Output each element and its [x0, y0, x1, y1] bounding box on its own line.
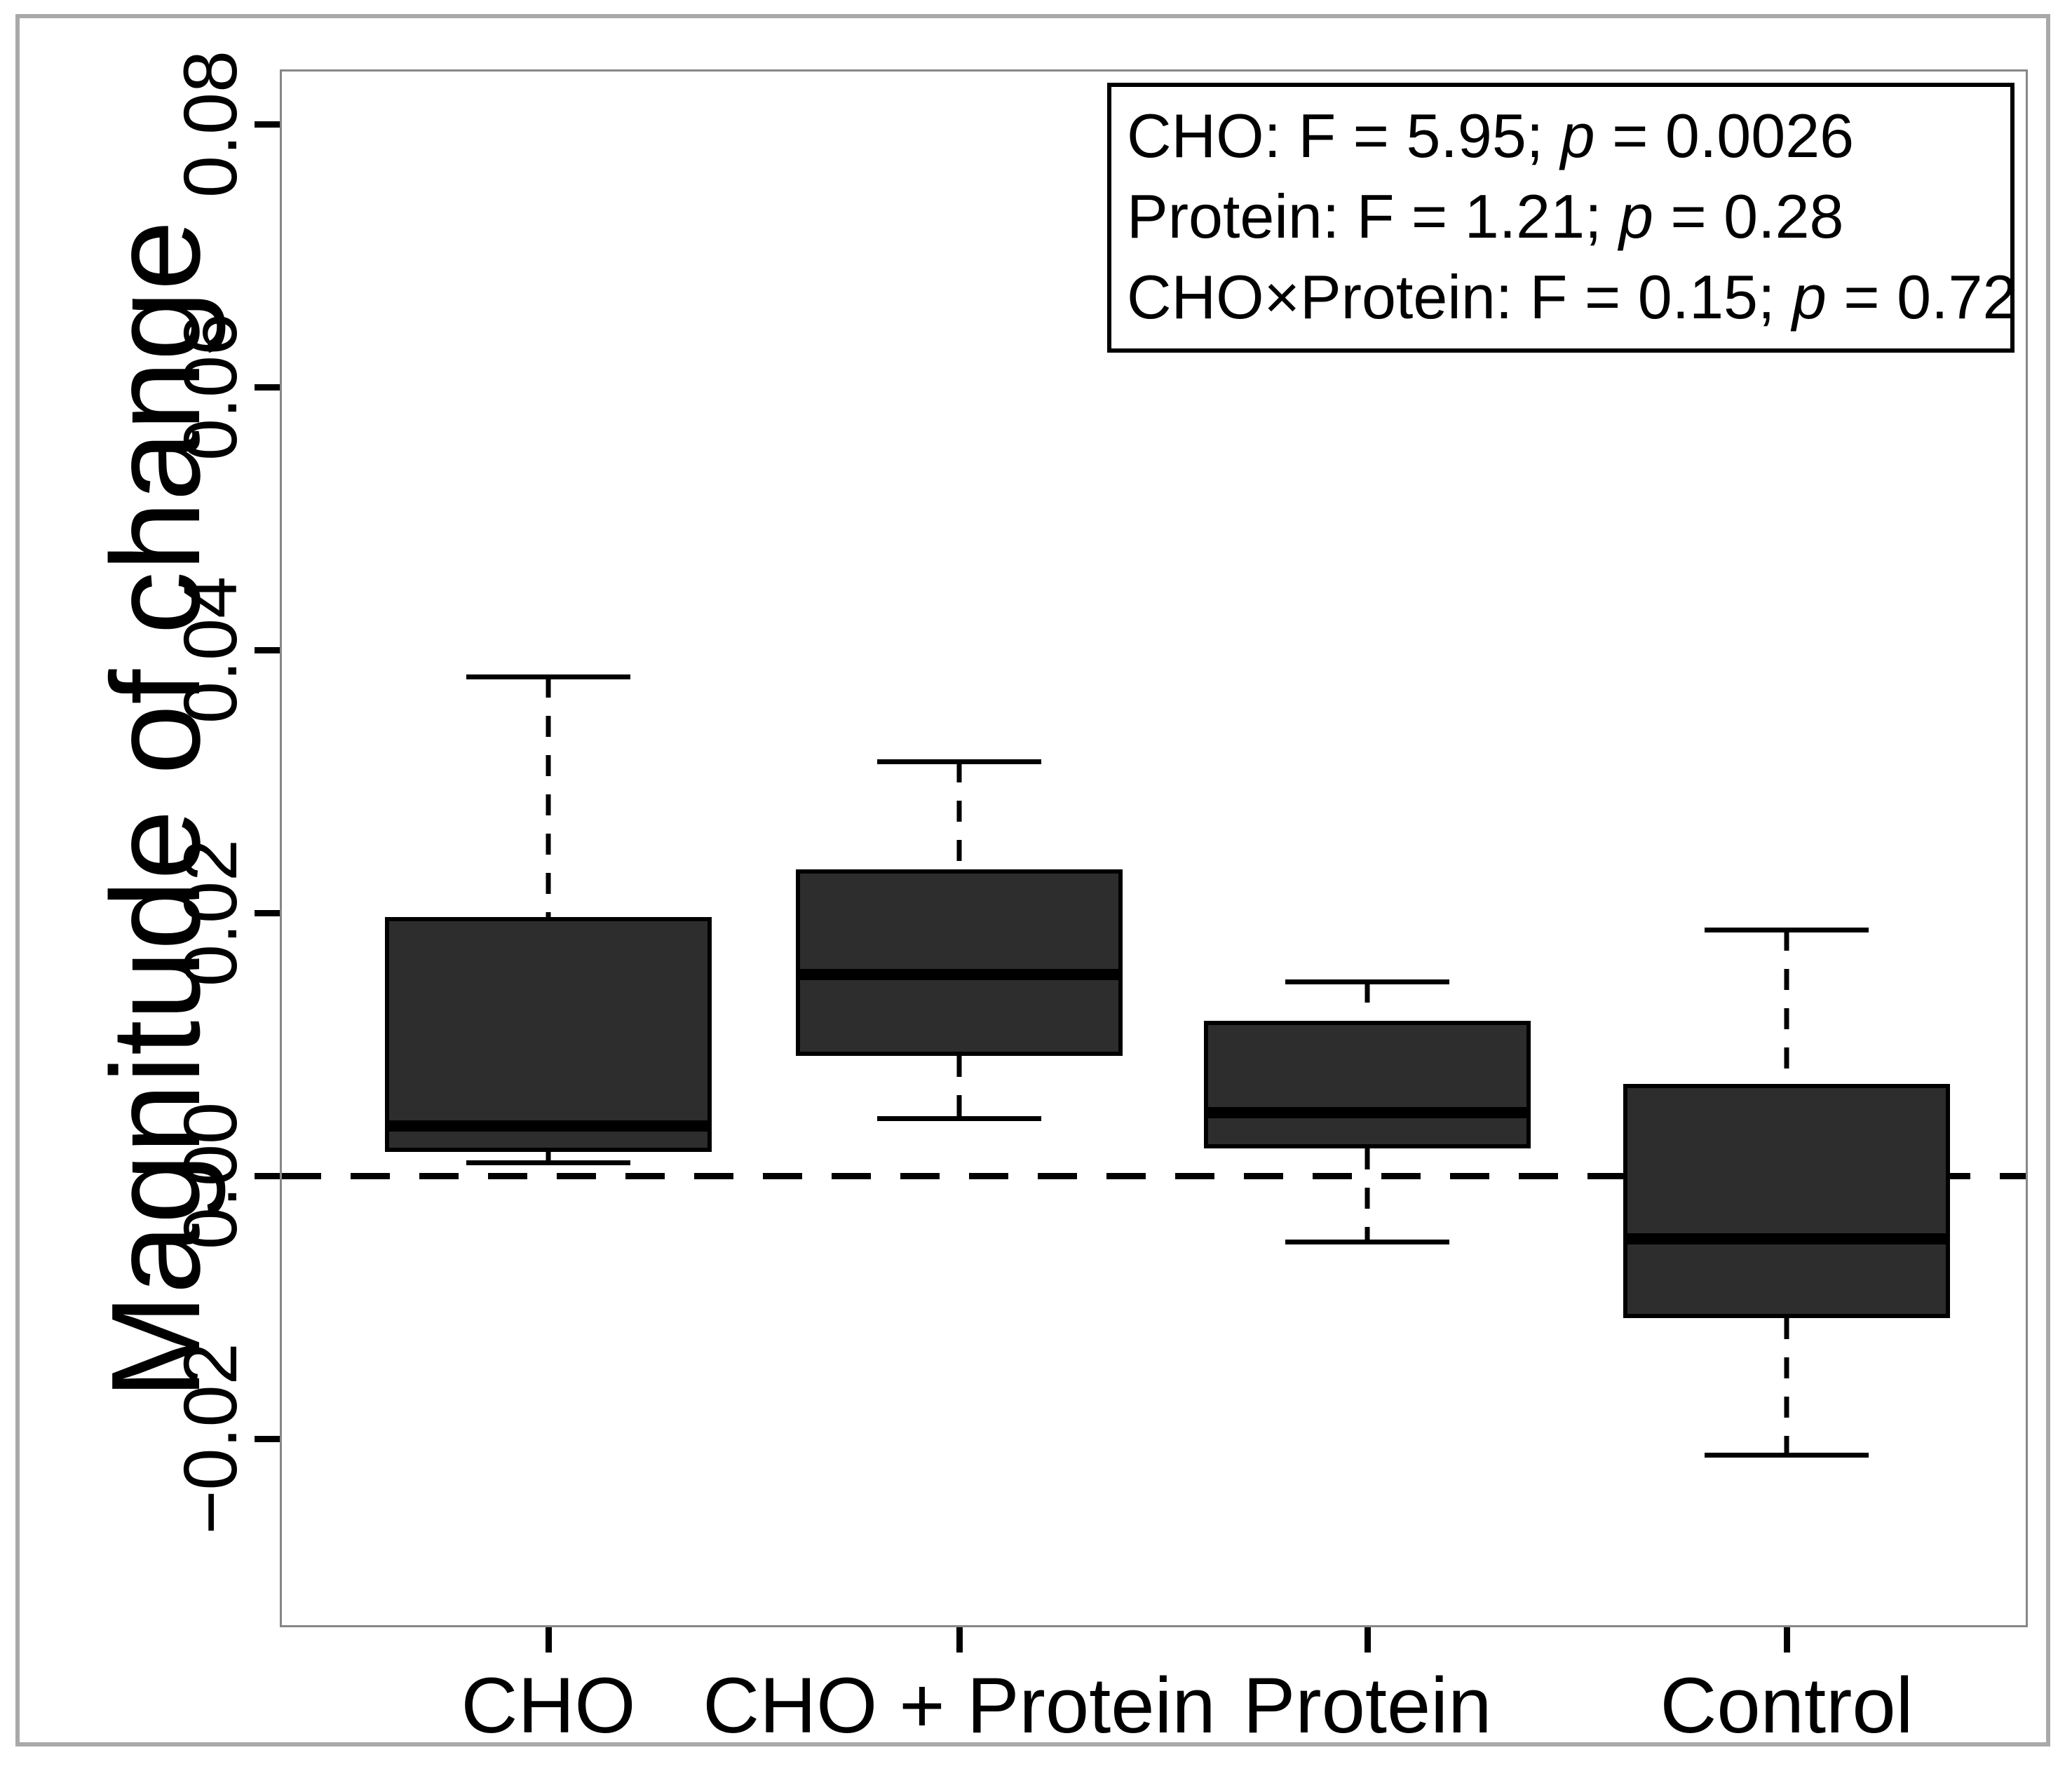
- x-axis-tick: [1784, 1627, 1790, 1653]
- box-cho-protein: [796, 869, 1123, 1057]
- box-control: [1623, 1083, 1950, 1318]
- x-axis-tick: [956, 1627, 963, 1653]
- figure-outer-frame: [15, 14, 2050, 1746]
- y-axis-tick-label: 0.06: [168, 313, 252, 461]
- y-axis-tick: [255, 1173, 280, 1179]
- y-axis-tick: [255, 121, 280, 128]
- y-axis-tick: [255, 647, 280, 653]
- box-protein: [1204, 1020, 1531, 1148]
- y-axis-tick-label: 0.04: [168, 576, 252, 724]
- median-control: [1623, 1233, 1950, 1244]
- stats-line-1: CHO: F = 5.95; p = 0.0026: [1127, 95, 1995, 176]
- upper-whisker-cap-control: [1705, 928, 1869, 933]
- lower-whisker-cap-protein: [1285, 1239, 1449, 1244]
- y-axis-tick-label: 0.08: [168, 50, 252, 198]
- y-axis-tick-label: 0.00: [168, 1101, 252, 1250]
- lower-whisker-cho-protein: [956, 1056, 962, 1118]
- upper-whisker-cho: [546, 676, 551, 917]
- stats-line-3-text: CHO×Protein: F = 0.15;: [1127, 262, 1792, 332]
- x-axis-label-cho: CHO: [461, 1662, 636, 1749]
- lower-whisker-cap-cho-protein: [877, 1115, 1041, 1121]
- stats-p-symbol: p: [1618, 182, 1653, 251]
- stats-line-1-text: CHO: F = 5.95;: [1127, 101, 1561, 170]
- upper-whisker-protein: [1365, 981, 1370, 1021]
- upper-whisker-cap-cho: [466, 674, 630, 679]
- stats-line-3: CHO×Protein: F = 0.15; p = 0.72: [1127, 257, 2017, 337]
- upper-whisker-cho-protein: [956, 761, 962, 870]
- zero-reference-line: [282, 1173, 2026, 1179]
- stats-line-2: Protein: F = 1.21; p = 0.28: [1127, 176, 1995, 257]
- lower-whisker-cap-control: [1705, 1452, 1869, 1458]
- stats-annotation-box: CHO: F = 5.95; p = 0.0026 Protein: F = 1.…: [1107, 83, 2017, 353]
- y-axis-tick-label: −0.02: [168, 1343, 252, 1535]
- x-axis-label-protein: Protein: [1242, 1662, 1492, 1749]
- stats-line-2-text: Protein: F = 1.21;: [1127, 182, 1619, 251]
- median-cho-protein: [796, 969, 1123, 981]
- stats-p-symbol: p: [1792, 262, 1827, 332]
- lower-whisker-cap-cho: [466, 1160, 630, 1166]
- upper-whisker-control: [1784, 930, 1789, 1084]
- box-cho: [385, 916, 712, 1153]
- x-axis-label-control: Control: [1660, 1662, 1914, 1749]
- upper-whisker-cap-protein: [1285, 979, 1449, 984]
- x-axis-tick: [546, 1627, 552, 1653]
- x-axis-label-cho-protein: CHO + Protein: [703, 1662, 1216, 1749]
- lower-whisker-cho: [546, 1152, 551, 1163]
- stats-p-symbol: p: [1560, 101, 1595, 170]
- stats-line-2-value: = 0.28: [1653, 182, 1844, 251]
- upper-whisker-cap-cho-protein: [877, 759, 1041, 765]
- y-axis-tick: [255, 910, 280, 916]
- lower-whisker-protein: [1365, 1148, 1370, 1242]
- stats-line-1-value: = 0.0026: [1594, 101, 1855, 170]
- x-axis-tick: [1365, 1627, 1371, 1653]
- y-axis-tick: [255, 384, 280, 391]
- median-protein: [1204, 1107, 1531, 1118]
- stats-line-3-value: = 0.72: [1826, 262, 2017, 332]
- lower-whisker-control: [1784, 1317, 1789, 1455]
- y-axis-tick: [255, 1436, 280, 1442]
- median-cho: [385, 1120, 712, 1132]
- y-axis-tick-label: 0.02: [168, 839, 252, 987]
